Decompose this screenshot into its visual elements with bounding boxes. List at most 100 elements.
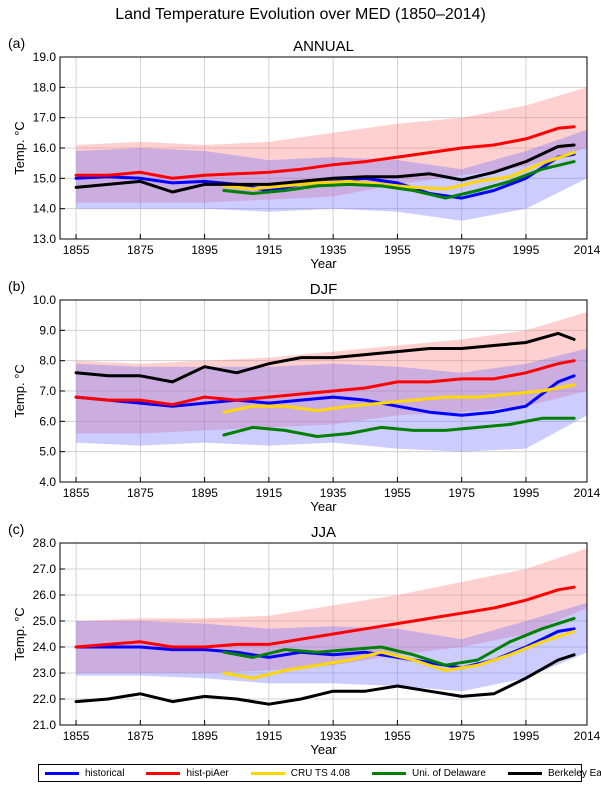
legend-swatch-cru bbox=[250, 771, 285, 775]
y-tick-label: 8.0 bbox=[39, 354, 56, 368]
y-tick-label: 15.0 bbox=[33, 171, 57, 185]
x-tick-label: 1955 bbox=[384, 243, 411, 257]
y-tick-label: 26.0 bbox=[33, 588, 57, 602]
series-line-uni-of-delaware bbox=[222, 616, 576, 667]
x-tick-label: 1875 bbox=[127, 729, 154, 743]
y-tick-label: 22.0 bbox=[33, 692, 57, 706]
series-line-hist-piaer bbox=[74, 359, 576, 407]
x-tick-label: 1975 bbox=[448, 486, 475, 500]
legend-label-berkeley: Berkeley Earth bbox=[547, 767, 601, 779]
x-axis-label: Year bbox=[310, 256, 337, 271]
x-tick-label: 1915 bbox=[256, 729, 283, 743]
band-hist-piaer bbox=[76, 87, 587, 203]
legend-swatch-delaware bbox=[372, 771, 407, 775]
series-line-uni-of-delaware bbox=[222, 416, 576, 438]
x-tick-label: 1995 bbox=[513, 486, 540, 500]
panel-label: (a) bbox=[8, 35, 25, 51]
y-tick-label: 5.0 bbox=[39, 445, 56, 459]
x-tick-label: 1915 bbox=[256, 486, 283, 500]
legend-label-hist-piaer: hist-piAer bbox=[186, 767, 229, 779]
x-tick-label: 1915 bbox=[256, 243, 283, 257]
y-tick-label: 13.0 bbox=[33, 232, 57, 246]
y-tick-label: 23.0 bbox=[33, 666, 57, 680]
legend-item-hist-piaer: hist-piAer bbox=[146, 767, 229, 779]
band-hist-piaer bbox=[76, 548, 587, 673]
panel-title: ANNUAL bbox=[293, 38, 354, 55]
panel-title: DJF bbox=[310, 281, 338, 298]
series-line-hist-piaer bbox=[74, 125, 576, 180]
x-axis-label: Year bbox=[310, 499, 337, 514]
series-line-berkeley-earth bbox=[74, 143, 576, 194]
figure-canvas: (a) ANNUAL 13.0 14.0 15.0 16.0 17.0 18.0 19.0 185… bbox=[8, 35, 601, 757]
band-historical bbox=[76, 348, 587, 452]
x-tick-label: 2014 bbox=[574, 486, 601, 500]
x-tick-label: 1995 bbox=[513, 243, 540, 257]
x-tick-label: 1895 bbox=[191, 729, 218, 743]
legend-item-berkeley: Berkeley Earth bbox=[507, 767, 601, 779]
x-tick-label: 1895 bbox=[191, 243, 218, 257]
x-tick-label: 1955 bbox=[384, 486, 411, 500]
x-tick-label: 1955 bbox=[384, 729, 411, 743]
y-tick-label: 28.0 bbox=[33, 536, 57, 550]
series-line-uni-of-delaware bbox=[222, 160, 576, 200]
plot-frame bbox=[59, 542, 588, 726]
x-tick-label: 1875 bbox=[127, 486, 154, 500]
panel-title: JJA bbox=[311, 524, 336, 541]
x-tick-label: 2014 bbox=[574, 729, 601, 743]
y-tick-label: 21.0 bbox=[33, 718, 57, 732]
y-tick-label: 16.0 bbox=[33, 141, 57, 155]
series-line-cru-ts-4-08 bbox=[222, 383, 576, 414]
series-line-berkeley-earth bbox=[74, 331, 576, 384]
series-line-cru-ts-4-08 bbox=[222, 629, 576, 680]
x-tick-label: 1895 bbox=[191, 486, 218, 500]
y-tick-label: 18.0 bbox=[33, 80, 57, 94]
x-axis-label: Year bbox=[310, 742, 337, 757]
y-tick-label: 19.0 bbox=[33, 50, 57, 64]
y-tick-label: 27.0 bbox=[33, 562, 57, 576]
x-tick-label: 1935 bbox=[320, 729, 347, 743]
y-axis-label: Temp. °C bbox=[12, 364, 27, 418]
plot-area bbox=[74, 312, 587, 452]
x-tick-label: 1975 bbox=[448, 729, 475, 743]
series-line-historical bbox=[74, 374, 576, 417]
y-tick-label: 17.0 bbox=[33, 111, 57, 125]
y-tick-label: 6.0 bbox=[39, 414, 56, 428]
legend-swatch-historical bbox=[45, 771, 79, 775]
series-line-berkeley-earth bbox=[74, 653, 576, 706]
x-tick-label: 1855 bbox=[63, 243, 90, 257]
plot-area bbox=[74, 548, 587, 706]
y-tick-label: 25.0 bbox=[33, 614, 57, 628]
y-tick-label: 10.0 bbox=[33, 293, 57, 307]
legend-item-cru: CRU TS 4.08 bbox=[250, 767, 351, 779]
x-tick-label: 2014 bbox=[574, 243, 601, 257]
x-tick-label: 1995 bbox=[513, 729, 540, 743]
legend-swatch-hist-piaer bbox=[146, 771, 181, 775]
y-axis-label: Temp. °C bbox=[12, 607, 27, 661]
legend-item-historical: historical bbox=[45, 768, 124, 779]
y-tick-label: 9.0 bbox=[39, 323, 56, 337]
legend-swatch-berkeley bbox=[507, 771, 542, 775]
figure-title: Land Temperature Evolution over MED (185… bbox=[115, 6, 486, 23]
panel-label: (c) bbox=[8, 521, 24, 537]
x-tick-label: 1975 bbox=[448, 243, 475, 257]
y-tick-label: 14.0 bbox=[33, 202, 57, 216]
panel-label: (b) bbox=[8, 278, 25, 294]
legend-label-delaware: Uni. of Delaware bbox=[412, 767, 486, 779]
panel-annual: (a) ANNUAL 13.0 14.0 15.0 16.0 17.0 18.0 19.0 185… bbox=[8, 35, 601, 271]
x-tick-label: 1855 bbox=[63, 486, 90, 500]
plot-area bbox=[74, 87, 587, 221]
legend: historical hist-piAer CRU TS 4.08 Uni. o… bbox=[38, 764, 601, 782]
series-line-cru-ts-4-08 bbox=[222, 151, 576, 191]
x-tick-label: 1935 bbox=[320, 486, 347, 500]
y-tick-label: 24.0 bbox=[33, 640, 57, 654]
panel-djf: (b) DJF 4.0 5.0 6.0 7.0 8.0 9.0 10.0 1855 1875 1895… bbox=[8, 278, 601, 514]
x-tick-label: 1855 bbox=[63, 729, 90, 743]
y-tick-label: 7.0 bbox=[39, 384, 56, 398]
series-line-hist-piaer bbox=[74, 585, 576, 649]
legend-label-historical: historical bbox=[85, 767, 125, 779]
y-axis-label: Temp. °C bbox=[12, 121, 27, 175]
y-tick-label: 4.0 bbox=[39, 475, 56, 489]
panel-jja: (c) JJA 21.0 22.0 23.0 24.0 25.0 26.0 27.0 28.0 18… bbox=[8, 521, 601, 757]
x-tick-label: 1935 bbox=[320, 243, 347, 257]
legend-label-cru: CRU TS 4.08 bbox=[290, 767, 351, 779]
